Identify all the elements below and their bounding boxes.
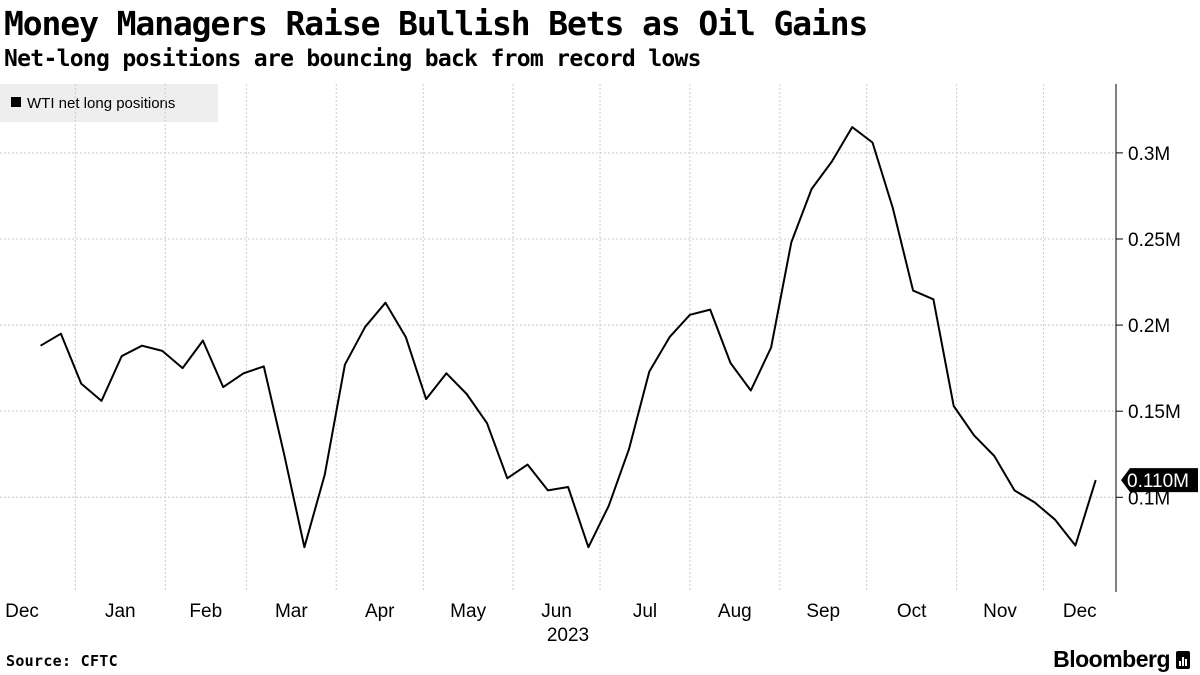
x-tick-label: Aug: [718, 601, 752, 622]
x-tick-label: Dec: [5, 601, 39, 622]
brand-name: Bloomberg: [1053, 646, 1170, 672]
x-tick-label: May: [450, 601, 486, 622]
y-tick-label: 0.15M: [1128, 402, 1181, 423]
y-tick-label: 0.25M: [1128, 230, 1181, 251]
x-tick-label: Nov: [983, 601, 1017, 622]
legend-box: [0, 84, 218, 122]
y-tick-label: 0.2M: [1128, 316, 1170, 337]
series-line-wti-net-long: [40, 126, 1097, 549]
x-tick-label: Feb: [189, 601, 222, 622]
x-tick-label: Oct: [897, 601, 927, 622]
x-tick-label: Jul: [633, 601, 657, 622]
x-tick-label: Jan: [105, 601, 136, 622]
x-tick-label: Dec: [1063, 601, 1097, 622]
last-value-badge: [1121, 468, 1198, 493]
x-tick-label: Apr: [365, 601, 395, 622]
x-tick-label: Mar: [275, 601, 308, 622]
last-value-label: 0.110M: [1127, 471, 1189, 492]
x-year-label: 2023: [547, 625, 589, 646]
y-tick-label: 0.1M: [1128, 488, 1170, 509]
x-tick-label: Jun: [541, 601, 572, 622]
legend-swatch: [11, 97, 21, 107]
source-note: Source: CFTC: [6, 652, 118, 670]
bloomberg-bars-icon: [1176, 650, 1190, 669]
x-tick-label: Sep: [806, 601, 840, 622]
legend-label: WTI net long positions: [27, 95, 175, 112]
y-tick-label: 0.3M: [1128, 144, 1170, 165]
brand-logo: Bloomberg: [1053, 646, 1190, 673]
chart-title: Money Managers Raise Bullish Bets as Oil…: [4, 4, 868, 43]
chart-subtitle: Net-long positions are bouncing back fro…: [4, 46, 702, 72]
